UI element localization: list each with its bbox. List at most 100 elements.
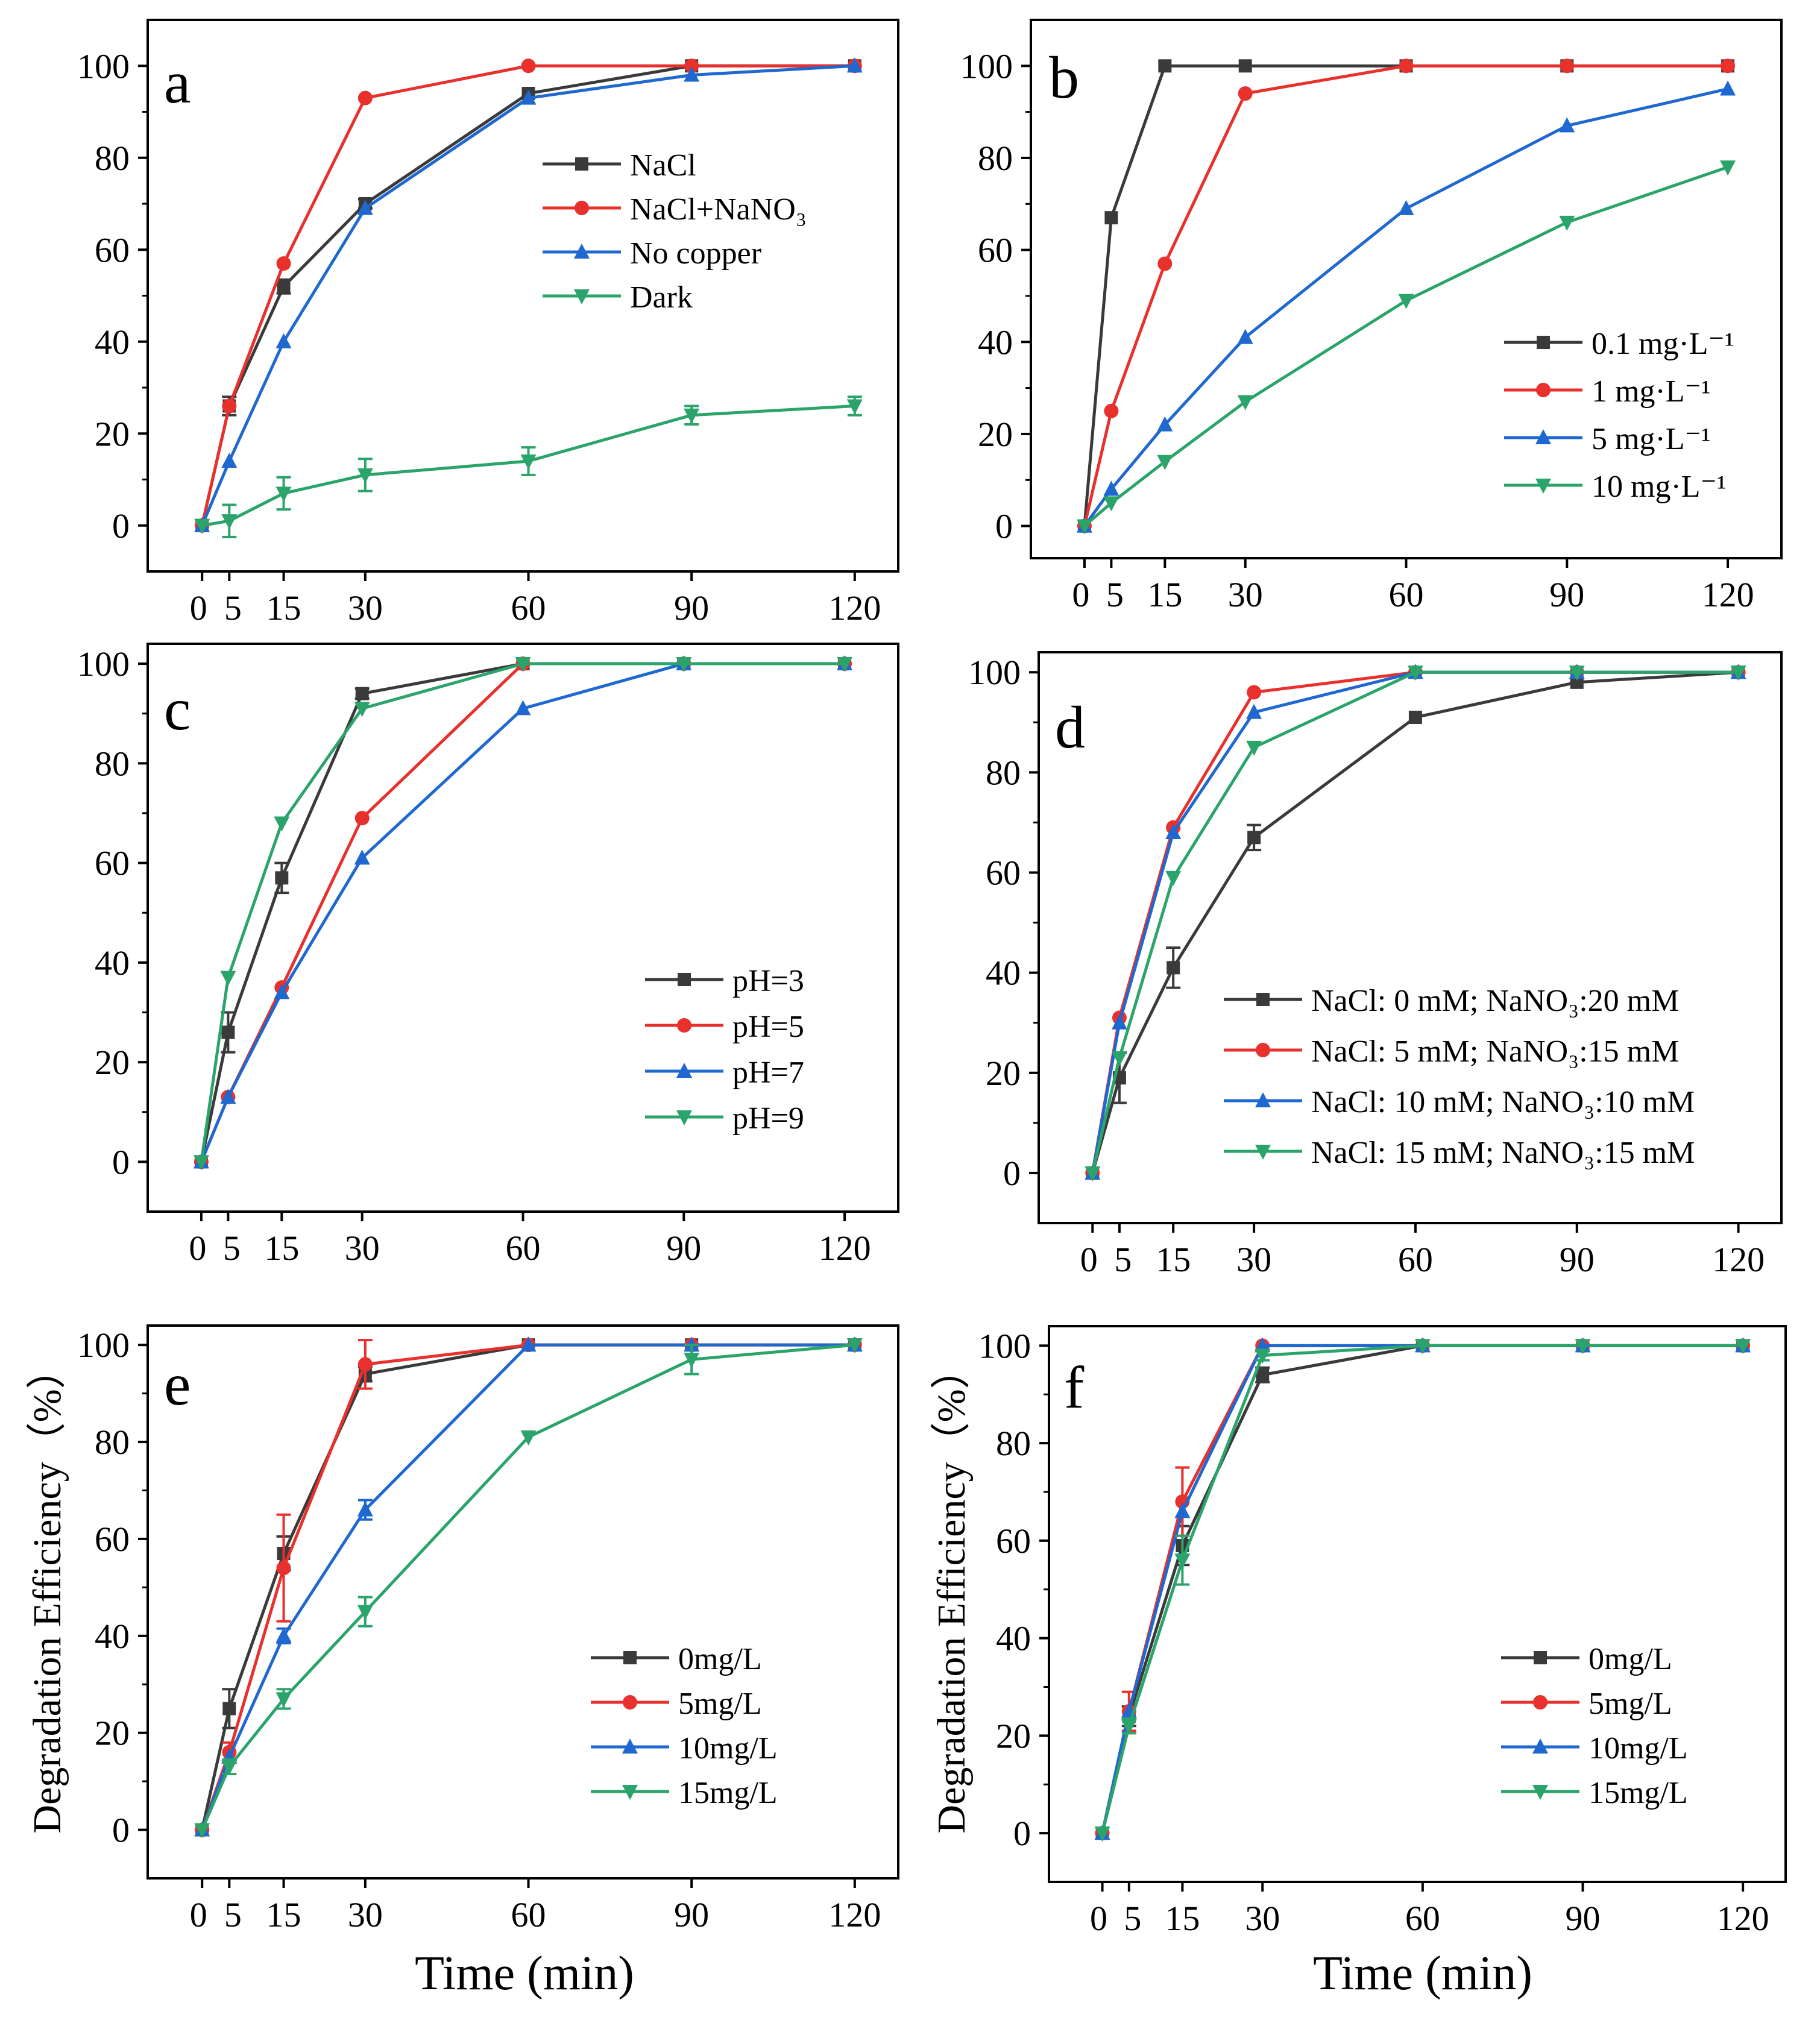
panel-e-xtick-label: 30	[348, 1895, 383, 1934]
figure-ylabel-right: Degradation Efficiency（%）	[930, 1349, 974, 1833]
panel-e-series-3-point	[357, 1605, 373, 1620]
panel-f-legend: 0mg/L 5mg/L 10mg/L 15mg/L	[1501, 1642, 1688, 1810]
panel-e-series-1-point	[276, 1561, 291, 1576]
panel-b-ytick-label: 100	[960, 46, 1013, 86]
panel-f-series-3-point	[1094, 1826, 1110, 1842]
panel-b-series-1-point	[1157, 256, 1173, 271]
panel-c-series-2-point	[274, 984, 290, 999]
panel-f-series-2-point	[1174, 1503, 1191, 1518]
panel-c-series-3-point	[274, 816, 290, 832]
panel-d-frame	[1038, 651, 1783, 1224]
panel-c-xtick-label: 60	[506, 1228, 541, 1268]
panel-a-ytick-label: 100	[77, 46, 130, 86]
panel-f-xtick-label: 90	[1566, 1899, 1601, 1938]
panel-e-ytick-label: 40	[95, 1617, 130, 1656]
panel-c-series-2-point	[354, 849, 370, 865]
panel-d-xtick-label: 120	[1712, 1240, 1765, 1279]
panel-c-ytick-label: 100	[77, 644, 130, 684]
panel-c-ytick-label: 80	[95, 744, 130, 783]
panel-f-ytick-label: 40	[996, 1619, 1031, 1658]
panel-c-series-2-point	[220, 1088, 236, 1104]
panel-d-legend-marker	[1256, 993, 1270, 1006]
panel-e-series-3-point	[276, 1692, 292, 1708]
panel-f-frame	[1048, 1325, 1787, 1883]
panel-a-series-3-point	[520, 455, 537, 470]
panel-e-legend: 0mg/L 5mg/L 10mg/L 15mg/L	[591, 1642, 778, 1810]
panel-e-frame	[146, 1324, 899, 1880]
panel-a-xtick-label: 0	[190, 588, 207, 628]
panel-b-series-2-point	[1559, 117, 1575, 133]
panel-b-legend: 0.1 mg·L⁻¹ 1 mg·L⁻¹ 5 mg·L⁻¹ 10 mg·L⁻¹	[1504, 327, 1734, 504]
panel-f-label: f	[1064, 1354, 1085, 1421]
panel-b-legend-label: 0.1 mg·L⁻¹	[1592, 327, 1734, 361]
panel-c-xtick-label: 90	[666, 1228, 701, 1268]
panel-b-legend-marker	[1535, 479, 1551, 494]
panel-f-xtick-label: 0	[1090, 1899, 1107, 1938]
panel-b-series-3-point	[1157, 455, 1173, 470]
panel-b-ytick-label: 20	[978, 415, 1013, 454]
panel-a-legend-label: NaCl	[630, 148, 696, 183]
panel-d-xtick-label: 60	[1398, 1240, 1433, 1279]
panel-c-xtick-label: 0	[189, 1228, 206, 1268]
panel-f-series-3-point	[1174, 1553, 1191, 1569]
panel-a-series-3	[194, 395, 863, 538]
panel-e-legend-label: 0mg/L	[678, 1642, 762, 1676]
panel-b-series-1-point	[1104, 403, 1119, 418]
panel-c-legend-label: pH=5	[732, 1010, 804, 1044]
panel-a-legend-label: Dark	[630, 280, 693, 315]
panel-c-series-1-point	[354, 811, 370, 826]
panel-e-legend-label: 5mg/L	[678, 1687, 762, 1721]
panel-d-series-2-point	[1165, 824, 1182, 840]
panel-a-legend-marker	[574, 244, 590, 259]
panel-a-ytick-label: 80	[95, 139, 130, 178]
panel-a-legend-label: No copper	[630, 236, 761, 271]
panel-b-series-0-point	[1158, 59, 1172, 73]
panel-d-series-0-point	[1167, 961, 1180, 975]
panel-a-series-3-point	[221, 514, 238, 530]
panel-c-legend-label: pH=9	[732, 1101, 804, 1136]
panel-f-legend-marker	[1532, 1738, 1548, 1754]
panel-b-xtick-label: 30	[1228, 575, 1263, 614]
panel-b-legend-label: 1 mg·L⁻¹	[1592, 374, 1711, 409]
panel-f-legend-label: 5mg/L	[1589, 1687, 1672, 1721]
panel-a-legend-marker	[575, 201, 589, 215]
panel-d-series-0-point	[1570, 675, 1584, 689]
panel-a-label: a	[164, 49, 191, 116]
panel-d-series-2-point	[1111, 1014, 1127, 1030]
panel-d-legend-marker	[1256, 1043, 1270, 1057]
panel-e-legend-marker	[623, 1651, 637, 1664]
panel-c-ytick-label: 20	[95, 1043, 130, 1082]
figure-xlabel-left: Time (min)	[415, 1947, 634, 2000]
panel-f-ytick-label: 20	[996, 1716, 1031, 1755]
panel-f-series-3	[1094, 1339, 1751, 1842]
panel-a-xtick-label: 5	[224, 588, 242, 628]
panel-b-ytick-label: 40	[978, 322, 1013, 362]
panel-a-series-3-point	[276, 486, 292, 502]
panel-f-legend-marker	[1534, 1651, 1547, 1664]
panel-b-series-3-point	[1398, 294, 1414, 309]
panel-a-legend-label: NaCl+NaNO₃	[630, 192, 807, 227]
panel-e-ytick-label: 20	[95, 1714, 130, 1753]
panel-d-ytick-label: 0	[1003, 1154, 1021, 1193]
panel-d-xtick-label: 0	[1080, 1240, 1098, 1279]
panel-c-series-3-point	[354, 702, 370, 717]
panel-b-series-2-point	[1157, 416, 1173, 432]
panel-e-series-2-point	[520, 1336, 537, 1352]
panel-a-legend-marker	[575, 157, 588, 171]
panel-d-legend-label: NaCl: 0 mM; NaNO₃:20 mM	[1311, 984, 1679, 1018]
panel-d-ytick-label: 100	[968, 653, 1021, 692]
panel-c-legend-marker	[677, 1018, 691, 1033]
panel-d-series-0-point	[1247, 831, 1261, 845]
panel-e-ytick-label: 0	[112, 1811, 130, 1850]
panel-f-legend-label: 0mg/L	[1589, 1642, 1672, 1676]
panel-d-series-3	[1085, 665, 1746, 1181]
panel-d-series-3-point	[1407, 665, 1423, 681]
panel-a-ytick-label: 20	[95, 414, 130, 453]
panel-a-ytick-label: 0	[112, 506, 130, 546]
panel-e-series-3-point	[221, 1760, 238, 1775]
panel-d-legend-marker	[1255, 1092, 1271, 1107]
panel-c-series-3-point	[515, 657, 531, 673]
panel-e-xtick-label: 15	[266, 1895, 301, 1934]
